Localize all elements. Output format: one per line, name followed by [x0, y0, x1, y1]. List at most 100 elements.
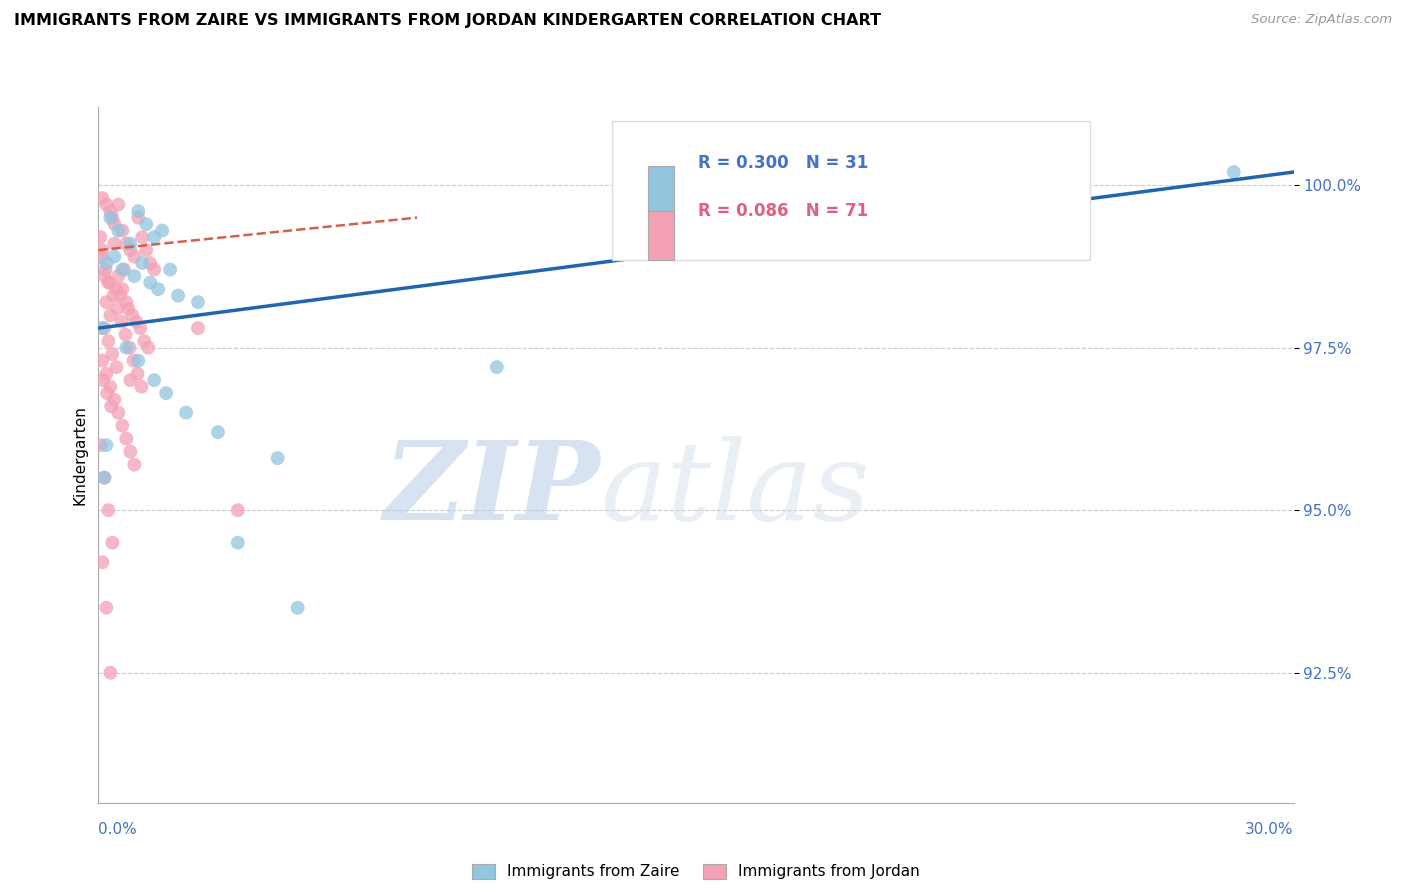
Point — [105, 360, 128, 375]
Point — [89, 438, 111, 452]
Point — [110, 288, 132, 302]
Point — [143, 373, 166, 387]
Point — [107, 197, 129, 211]
Point — [136, 341, 159, 355]
Point — [91, 191, 114, 205]
Point — [96, 438, 118, 452]
Point — [98, 665, 122, 680]
Text: Source: ZipAtlas.com: Source: ZipAtlas.com — [1251, 13, 1392, 27]
Point — [120, 236, 142, 251]
Point — [91, 353, 114, 368]
Text: R = 0.086   N = 71: R = 0.086 N = 71 — [697, 202, 868, 220]
Point — [90, 250, 112, 264]
Point — [91, 321, 114, 335]
Point — [122, 353, 145, 368]
Point — [125, 315, 148, 329]
Point — [117, 301, 139, 316]
Point — [131, 379, 153, 393]
Point — [134, 334, 156, 348]
Text: IMMIGRANTS FROM ZAIRE VS IMMIGRANTS FROM JORDAN KINDERGARTEN CORRELATION CHART: IMMIGRANTS FROM ZAIRE VS IMMIGRANTS FROM… — [14, 13, 882, 29]
Point — [97, 276, 120, 290]
Point — [98, 308, 122, 322]
Point — [98, 379, 122, 393]
Point — [94, 262, 117, 277]
Point — [110, 315, 132, 329]
Point — [167, 288, 190, 302]
Point — [120, 373, 142, 387]
Point — [96, 367, 118, 381]
Point — [131, 230, 153, 244]
Point — [115, 295, 138, 310]
Point — [93, 269, 115, 284]
Point — [124, 269, 146, 284]
Text: atlas: atlas — [600, 436, 870, 543]
Point — [103, 250, 125, 264]
Point — [107, 224, 129, 238]
Point — [96, 386, 118, 401]
Point — [105, 282, 128, 296]
Point — [89, 230, 111, 244]
Point — [101, 347, 124, 361]
Point — [97, 334, 120, 348]
Point — [118, 341, 141, 355]
Point — [124, 250, 146, 264]
Point — [114, 327, 136, 342]
Point — [115, 236, 138, 251]
Point — [91, 555, 114, 569]
Text: ZIP: ZIP — [384, 436, 600, 543]
Point — [139, 256, 162, 270]
Point — [121, 308, 143, 322]
Point — [226, 535, 249, 549]
Point — [101, 535, 124, 549]
Point — [143, 262, 166, 277]
Text: R = 0.300   N = 31: R = 0.300 N = 31 — [697, 153, 868, 171]
Point — [96, 600, 118, 615]
Point — [111, 282, 134, 296]
Point — [100, 399, 122, 413]
Point — [93, 471, 115, 485]
Point — [135, 217, 157, 231]
Point — [107, 406, 129, 420]
Point — [127, 353, 149, 368]
Point — [159, 262, 181, 277]
Point — [111, 418, 134, 433]
Point — [91, 373, 114, 387]
Point — [207, 425, 229, 439]
Point — [174, 406, 197, 420]
Point — [93, 471, 115, 485]
Point — [97, 503, 120, 517]
Point — [101, 211, 124, 225]
Text: 30.0%: 30.0% — [1246, 822, 1294, 837]
Point — [155, 386, 177, 401]
Legend: Immigrants from Zaire, Immigrants from Jordan: Immigrants from Zaire, Immigrants from J… — [467, 857, 925, 886]
Point — [187, 295, 209, 310]
Point — [127, 367, 149, 381]
Point — [111, 262, 134, 277]
Point — [96, 197, 118, 211]
Bar — [648, 211, 673, 260]
Point — [485, 360, 508, 375]
Point — [107, 301, 129, 316]
Point — [139, 276, 162, 290]
Point — [112, 262, 135, 277]
Point — [103, 392, 125, 407]
Point — [115, 432, 138, 446]
Point — [135, 243, 157, 257]
Bar — [648, 166, 673, 215]
Point — [98, 276, 121, 290]
Point — [111, 224, 134, 238]
Point — [187, 321, 209, 335]
Point — [120, 444, 142, 458]
FancyBboxPatch shape — [612, 121, 1091, 260]
Point — [287, 600, 309, 615]
Point — [226, 503, 249, 517]
Point — [96, 256, 118, 270]
Point — [127, 204, 149, 219]
Point — [103, 236, 125, 251]
Point — [148, 282, 170, 296]
Point — [93, 321, 115, 335]
Point — [267, 451, 290, 466]
Point — [120, 243, 142, 257]
Point — [131, 256, 153, 270]
Point — [103, 217, 125, 231]
